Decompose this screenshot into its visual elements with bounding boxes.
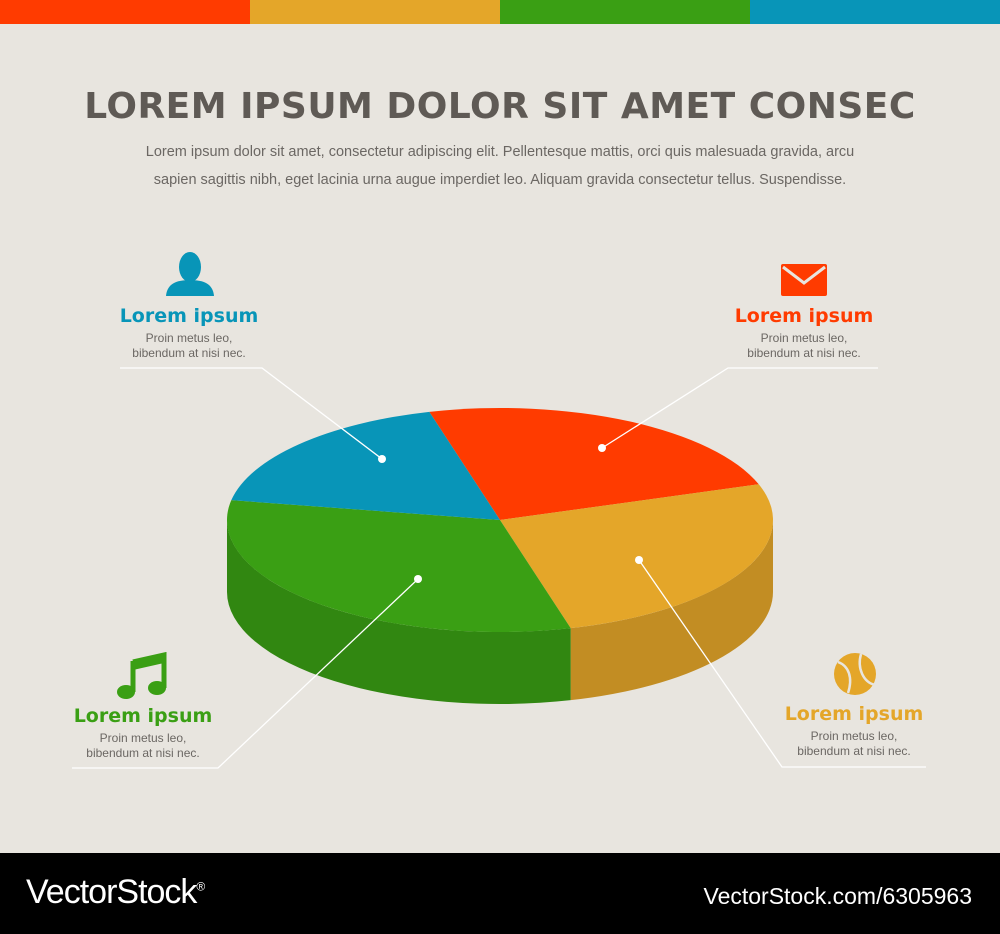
label-green-title: Lorem ipsum <box>73 705 213 727</box>
pie-slice-3 <box>226 500 571 633</box>
footer-brand-name: VectorStock <box>26 873 197 911</box>
pie-side-2 <box>570 520 773 701</box>
leader-dot-0 <box>378 455 386 463</box>
music-note-icon <box>117 652 167 699</box>
top-color-bar <box>0 0 1000 24</box>
label-orange: Lorem ipsum Proin metus leo, bibendum at… <box>744 703 964 759</box>
label-red-desc-line-2: bibendum at nisi nec. <box>747 346 861 360</box>
leader-dot-1 <box>598 444 606 452</box>
footer-brand: VectorStock® <box>26 873 205 912</box>
label-orange-description: Proin metus leo, bibendum at nisi nec. <box>744 729 964 759</box>
label-green: Lorem ipsum Proin metus leo, bibendum at… <box>33 705 253 761</box>
leader-line-1 <box>601 367 878 449</box>
leader-line-0 <box>120 367 383 460</box>
page-title: LOREM IPSUM DOLOR SIT AMET CONSEC <box>84 86 916 127</box>
page-subtitle: Lorem ipsum dolor sit amet, consectetur … <box>100 138 900 194</box>
leader-dot-2 <box>635 556 643 564</box>
label-green-description: Proin metus leo, bibendum at nisi nec. <box>33 731 253 761</box>
leader-line-2 <box>638 559 926 768</box>
footer-brand-mark: ® <box>196 879 205 894</box>
pie-slice-2 <box>500 484 773 629</box>
top-bar-blue <box>750 0 1000 24</box>
label-green-desc-line-1: Proin metus leo, <box>99 731 187 745</box>
label-blue-description: Proin metus leo, bibendum at nisi nec. <box>79 331 299 361</box>
pie-side-3 <box>226 520 571 705</box>
label-blue: Lorem ipsum Proin metus leo, bibendum at… <box>79 305 299 361</box>
pie-slice-0 <box>231 411 500 520</box>
label-green-desc-line-2: bibendum at nisi nec. <box>86 746 200 760</box>
label-blue-desc-line-2: bibendum at nisi nec. <box>132 346 246 360</box>
top-bar-green <box>500 0 750 24</box>
label-red-desc-line-1: Proin metus leo, <box>760 331 848 345</box>
subtitle-line-2: sapien sagittis nibh, eget lacinia urna … <box>153 172 847 188</box>
envelope-icon <box>781 264 827 296</box>
leader-line-3 <box>72 578 419 769</box>
label-blue-title: Lorem ipsum <box>119 305 259 327</box>
leader-lines <box>72 367 926 769</box>
footer-bar: VectorStock® VectorStock.com/6305963 <box>0 853 1000 934</box>
person-icon <box>166 252 214 296</box>
label-red-title: Lorem ipsum <box>734 305 874 327</box>
footer-reference: VectorStock.com/6305963 <box>703 883 973 909</box>
leader-dot-3 <box>414 575 422 583</box>
subtitle-line-1: Lorem ipsum dolor sit amet, consectetur … <box>145 144 855 160</box>
ball-icon <box>834 653 876 695</box>
label-blue-desc-line-1: Proin metus leo, <box>145 331 233 345</box>
top-bar-red <box>0 0 250 24</box>
label-red-description: Proin metus leo, bibendum at nisi nec. <box>694 331 914 361</box>
label-orange-desc-line-2: bibendum at nisi nec. <box>797 744 911 758</box>
label-orange-desc-line-1: Proin metus leo, <box>810 729 898 743</box>
pie-sides <box>226 520 773 705</box>
label-orange-title: Lorem ipsum <box>784 703 924 725</box>
pie-slice-1 <box>429 408 759 520</box>
pie-top <box>226 408 773 633</box>
top-bar-orange <box>250 0 500 24</box>
label-red: Lorem ipsum Proin metus leo, bibendum at… <box>694 305 914 361</box>
